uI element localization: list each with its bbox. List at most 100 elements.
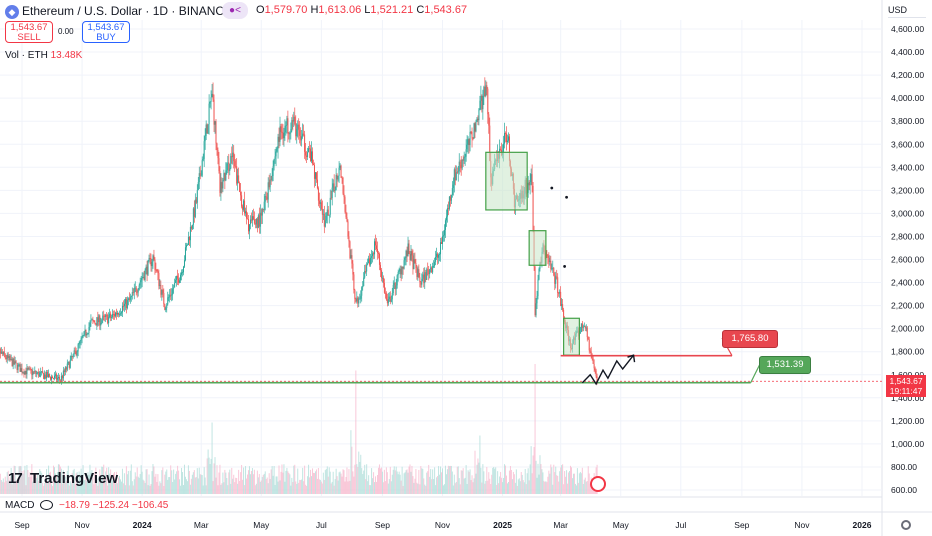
marker-dot bbox=[565, 195, 568, 199]
close-label: C bbox=[416, 4, 425, 16]
resistance-label[interactable]: 1,765.80 bbox=[722, 330, 778, 348]
sell-button[interactable]: 1,543.67 SELL bbox=[5, 21, 53, 43]
volume-bar bbox=[442, 485, 444, 494]
eye-icon[interactable] bbox=[40, 500, 54, 511]
settings-gear-icon[interactable] bbox=[901, 520, 911, 530]
candle-body bbox=[273, 158, 275, 167]
symbol-tags-icon[interactable]: ●< bbox=[222, 2, 248, 19]
y-tick-label: 4,400.00 bbox=[891, 47, 924, 57]
candle-body bbox=[589, 350, 591, 352]
candle-body bbox=[403, 260, 405, 269]
candle-body bbox=[373, 253, 375, 255]
volume-bar bbox=[584, 477, 586, 494]
candle-body bbox=[86, 334, 88, 336]
candle-body bbox=[255, 218, 257, 225]
volume-bar bbox=[53, 465, 55, 494]
volume-bar bbox=[350, 430, 352, 494]
volume-bar bbox=[467, 470, 469, 494]
candle-body bbox=[448, 196, 450, 209]
candle-body bbox=[66, 363, 68, 370]
volume-bar bbox=[564, 471, 566, 494]
volume-bar bbox=[420, 466, 422, 494]
volume-bar bbox=[473, 478, 475, 494]
volume-bar bbox=[381, 471, 383, 494]
volume-bar bbox=[538, 474, 540, 494]
x-tick-label: 2025 bbox=[493, 520, 512, 530]
candle-body bbox=[211, 93, 213, 98]
volume-bar bbox=[378, 464, 380, 494]
x-tick-label: Sep bbox=[14, 520, 29, 530]
volume-bar bbox=[143, 480, 145, 494]
candle-body bbox=[270, 179, 272, 181]
volume-bar bbox=[498, 483, 500, 494]
candle-body bbox=[156, 269, 158, 272]
volume-bar bbox=[385, 467, 387, 494]
volume-bar bbox=[312, 472, 314, 494]
candle-body bbox=[281, 131, 283, 134]
candle-body bbox=[194, 199, 196, 217]
volume-bar bbox=[335, 468, 337, 494]
volume-bar bbox=[513, 474, 515, 494]
candle-body bbox=[82, 335, 84, 338]
volume-bar bbox=[211, 422, 213, 494]
candle-body bbox=[98, 315, 100, 323]
volume-bar bbox=[212, 481, 214, 494]
volume-bar bbox=[394, 470, 396, 494]
candle-body bbox=[23, 372, 25, 375]
candle-body bbox=[388, 296, 390, 299]
x-tick-label: Nov bbox=[435, 520, 451, 530]
candle-body bbox=[305, 151, 307, 156]
volume-bar bbox=[444, 465, 446, 494]
volume-bar bbox=[153, 466, 155, 494]
tradingview-logo[interactable]: 17 TradingView bbox=[8, 470, 118, 487]
volume-bar bbox=[347, 481, 349, 494]
candle-body bbox=[179, 280, 181, 283]
volume-legend[interactable]: Vol · ETH 13.48K bbox=[5, 50, 82, 61]
volume-bar bbox=[89, 464, 91, 494]
volume-bar bbox=[296, 483, 298, 494]
candle-body bbox=[65, 367, 67, 370]
candle-body bbox=[528, 182, 530, 186]
support-label[interactable]: 1,531.39 bbox=[759, 356, 811, 374]
candle-body bbox=[320, 202, 322, 209]
candle-body bbox=[225, 170, 227, 181]
volume-bar bbox=[289, 474, 291, 494]
candle-body bbox=[43, 373, 45, 379]
candle-body bbox=[97, 317, 99, 323]
volume-bar bbox=[11, 484, 13, 494]
candle-body bbox=[552, 267, 554, 269]
candle-body bbox=[387, 298, 389, 304]
candle-body bbox=[452, 184, 454, 189]
currency-selector[interactable]: USD bbox=[888, 3, 926, 18]
candle-body bbox=[353, 274, 355, 291]
macd-value-1: −18.79 bbox=[59, 500, 90, 511]
candle-body bbox=[265, 196, 267, 198]
macd-legend[interactable]: MACD −18.79 −125.24 −106.45 bbox=[5, 500, 168, 511]
volume-bar bbox=[458, 478, 460, 494]
volume-bar bbox=[404, 472, 406, 494]
volume-bar bbox=[362, 474, 364, 494]
candle-body bbox=[145, 266, 147, 270]
buy-button[interactable]: 1,543.67 BUY bbox=[82, 21, 130, 43]
y-tick-label: 4,000.00 bbox=[891, 93, 924, 103]
volume-bar bbox=[565, 476, 567, 494]
volume-bar bbox=[53, 467, 55, 494]
economic-event-icon[interactable] bbox=[590, 476, 606, 492]
volume-bar bbox=[175, 473, 177, 494]
candle-body bbox=[141, 278, 143, 281]
symbol-title[interactable]: Ethereum / U.S. Dollar · 1D · BINANCE bbox=[22, 4, 233, 18]
volume-bar bbox=[259, 481, 261, 494]
volume-bar bbox=[43, 485, 45, 494]
volume-bar bbox=[20, 466, 22, 494]
volume-bar bbox=[440, 466, 442, 494]
candle-body bbox=[479, 100, 481, 110]
volume-bar bbox=[280, 471, 282, 494]
candle-body bbox=[204, 136, 206, 142]
volume-bar bbox=[575, 485, 577, 494]
volume-bar bbox=[571, 478, 573, 494]
candle-body bbox=[14, 361, 16, 365]
volume-bar bbox=[34, 481, 36, 494]
candle-body bbox=[477, 118, 479, 121]
volume-bar bbox=[40, 471, 42, 494]
